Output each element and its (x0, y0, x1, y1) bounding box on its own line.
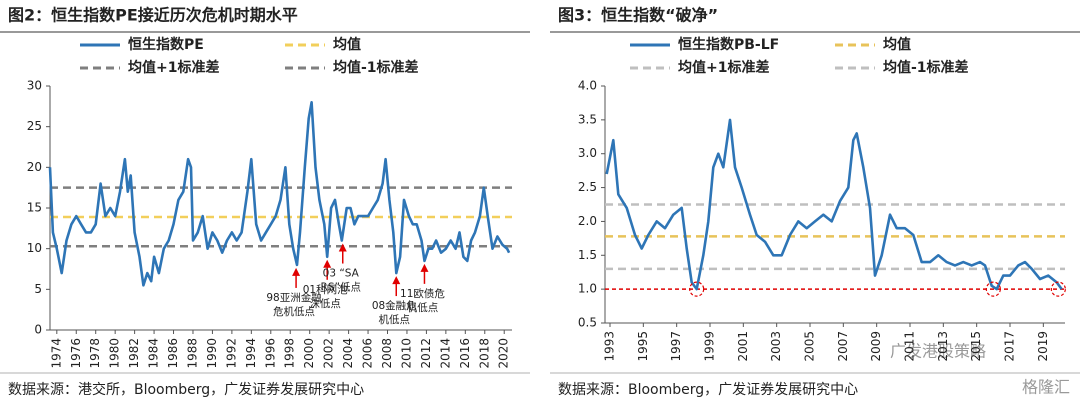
y-tick-label: 0.5 (578, 316, 597, 330)
x-tick-label: 1999 (703, 331, 717, 362)
legend-label: 恒生指数PB-LF (678, 36, 779, 53)
x-tick-label: 2007 (836, 331, 850, 362)
x-tick-label: 1982 (127, 338, 141, 369)
legend-label: 均值+1标准差 (128, 59, 219, 76)
x-tick-label: 1980 (108, 338, 122, 369)
x-tick-label: 2004 (341, 338, 355, 369)
legend-label: 均值 (883, 36, 911, 53)
annotation-text: 11欧债危 (400, 287, 445, 300)
x-tick-label: 1997 (669, 331, 683, 362)
y-tick-label: 1.0 (578, 282, 597, 296)
annotation-text: RS”低点 (321, 281, 361, 294)
y-tick-label: 0 (34, 323, 42, 337)
x-tick-label: 1995 (636, 331, 650, 362)
annotation-text: 01科网泡 (303, 283, 348, 296)
x-tick-label: 2014 (438, 338, 452, 369)
x-tick-label: 1984 (147, 338, 161, 369)
x-tick-label: 2015 (969, 331, 983, 362)
annotation-text: 03 “SA (323, 268, 360, 280)
y-tick-label: 15 (27, 201, 42, 215)
annotation-arrow-head (338, 243, 347, 252)
x-tick-label: 2016 (458, 338, 472, 369)
x-tick-label: 2019 (1036, 331, 1050, 362)
legend-label: 均值+1标准差 (678, 59, 769, 76)
x-tick-label: 2008 (380, 338, 394, 369)
series-line (605, 118, 1063, 291)
x-tick-label: 1974 (49, 338, 63, 369)
x-tick-label: 1990 (205, 338, 219, 369)
x-tick-label: 2011 (903, 331, 917, 362)
x-tick-label: 2000 (302, 338, 316, 369)
x-tick-label: 2001 (736, 331, 750, 362)
chart-title: 图3：恒生指数“破净” (558, 6, 718, 25)
x-tick-label: 1998 (283, 338, 297, 369)
source: 数据来源：港交所，Bloomberg，广发证券发展研究中心 (8, 381, 364, 398)
x-tick-label: 1996 (263, 338, 277, 369)
annotation-text: 机低点 (379, 313, 411, 326)
source: 数据来源：Bloomberg，广发证券发展研究中心 (558, 382, 858, 398)
annotation-text: 机低点 (407, 301, 439, 314)
x-tick-label: 2017 (1003, 331, 1017, 362)
annotation-arrow-head (392, 276, 401, 285)
y-tick-label: 2.5 (578, 180, 597, 194)
y-tick-label: 3.5 (578, 112, 597, 126)
highlight-circle (689, 281, 705, 297)
x-tick-label: 1988 (185, 338, 199, 369)
x-tick-label: 2003 (769, 331, 783, 362)
x-tick-label: 1993 (603, 331, 617, 362)
chart-title: 图2：恒生指数PE接近历次危机时期水平 (8, 6, 298, 25)
watermark: 格隆汇 (1022, 378, 1070, 397)
watermark: 广发港股策略 (890, 342, 986, 361)
legend-label: 均值 (333, 36, 361, 53)
x-tick-label: 2006 (361, 338, 375, 369)
annotation-arrow-head (292, 267, 301, 276)
x-tick-label: 2013 (936, 331, 950, 362)
y-tick-label: 5 (34, 282, 42, 296)
annotation-arrow-head (420, 263, 429, 272)
series-line (48, 101, 511, 287)
annotation-text: 危机低点 (273, 305, 315, 318)
x-tick-label: 1994 (244, 338, 258, 369)
legend-label: 均值-1标准差 (883, 59, 969, 76)
legend-label: 均值-1标准差 (333, 59, 419, 76)
x-tick-label: 2009 (869, 331, 883, 362)
x-tick-label: 2018 (477, 338, 491, 369)
y-tick-label: 10 (27, 241, 42, 255)
y-tick-label: 25 (27, 119, 42, 133)
x-tick-label: 2002 (322, 338, 336, 369)
highlight-circle (1050, 281, 1066, 297)
x-tick-label: 1986 (166, 338, 180, 369)
annotation-text: 08金融危 (372, 299, 417, 312)
y-tick-label: 1.5 (578, 248, 597, 262)
y-tick-label: 4.0 (578, 79, 597, 93)
x-tick-label: 1992 (224, 338, 238, 369)
x-tick-label: 2010 (399, 338, 413, 369)
x-tick-label: 1978 (88, 338, 102, 369)
x-tick-label: 2012 (419, 338, 433, 369)
x-tick-label: 1976 (69, 338, 83, 369)
annotation-text: 沫低点 (309, 297, 341, 310)
annotation-text: 98亚洲金融 (266, 291, 322, 304)
highlight-circle (985, 281, 1001, 297)
y-tick-label: 30 (27, 79, 42, 93)
y-tick-label: 20 (27, 160, 42, 174)
x-tick-label: 2005 (803, 331, 817, 362)
y-tick-label: 3.0 (578, 146, 597, 160)
legend-label: 恒生指数PE (128, 36, 204, 53)
y-tick-label: 2.0 (578, 214, 597, 228)
annotation-arrow-head (323, 259, 332, 268)
x-tick-label: 2020 (497, 338, 511, 369)
